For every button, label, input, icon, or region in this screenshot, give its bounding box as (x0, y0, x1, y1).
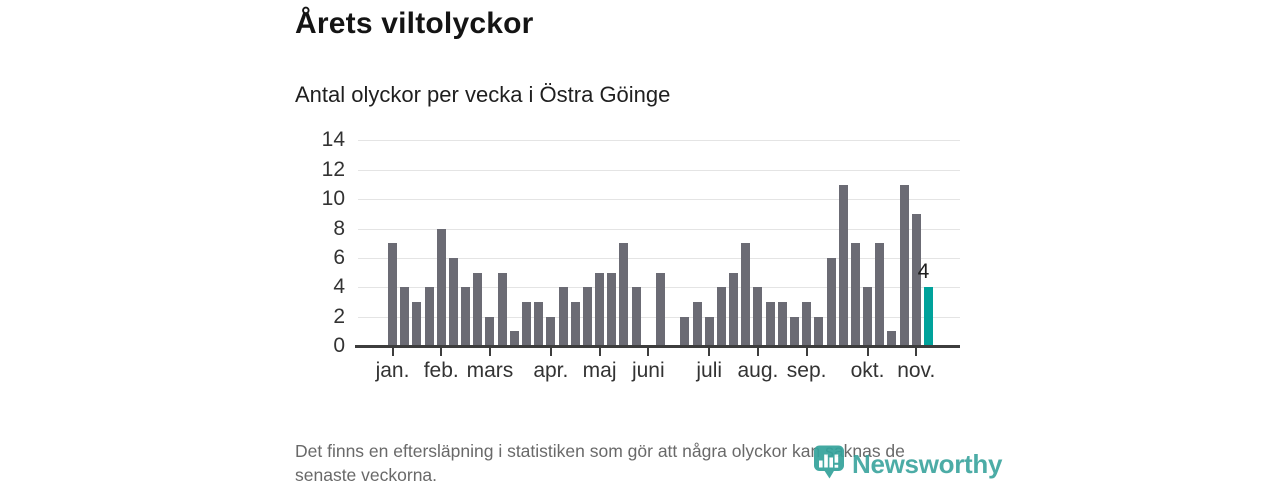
y-axis-label-4: 4 (285, 275, 345, 299)
bar-week-6 (449, 258, 458, 346)
x-axis-label-juni: juni (616, 359, 680, 383)
bar-week-32 (766, 302, 775, 346)
bar-week-37 (827, 258, 836, 346)
bar-week-26 (693, 302, 702, 346)
bar-week-17 (583, 287, 592, 346)
newsworthy-bubble-chart-icon (813, 444, 846, 485)
bar-week-33 (778, 302, 787, 346)
x-axis-label-mars: mars (458, 359, 522, 383)
bar-week-20 (619, 243, 628, 346)
bar-week-29 (729, 273, 738, 346)
x-tick-nov. (915, 348, 917, 356)
x-tick-juli (708, 348, 710, 356)
last-bar-value-label: 4 (912, 260, 934, 284)
bar-week-30 (741, 243, 750, 346)
bar-week-12 (522, 302, 531, 346)
x-tick-okt. (867, 348, 869, 356)
x-tick-maj (599, 348, 601, 356)
y-axis-label-12: 12 (285, 158, 345, 182)
bar-week-31 (753, 287, 762, 346)
bar-week-7 (461, 287, 470, 346)
bar-week-4 (425, 287, 434, 346)
bar-week-38 (839, 185, 848, 346)
bar-week-40 (863, 287, 872, 346)
bar-week-13 (534, 302, 543, 346)
bar-week-45 (924, 287, 933, 346)
x-tick-sep. (806, 348, 808, 356)
bar-week-14 (546, 317, 555, 346)
gridline-y-8 (358, 229, 960, 230)
x-tick-juni (647, 348, 649, 356)
x-axis-label-nov.: nov. (884, 359, 948, 383)
y-axis-label-8: 8 (285, 217, 345, 241)
bar-week-21 (632, 287, 641, 346)
x-axis-label-sep.: sep. (775, 359, 839, 383)
bar-week-28 (717, 287, 726, 346)
x-axis-line (355, 345, 960, 348)
y-axis-label-2: 2 (285, 305, 345, 329)
bar-week-25 (680, 317, 689, 346)
bar-week-27 (705, 317, 714, 346)
newsworthy-logo: Newsworthy (813, 444, 1002, 480)
y-axis-label-10: 10 (285, 187, 345, 211)
bar-week-2 (400, 287, 409, 346)
bar-week-43 (900, 185, 909, 346)
bar-week-10 (498, 273, 507, 346)
bar-week-9 (485, 317, 494, 346)
gridline-y-10 (358, 199, 960, 200)
bar-week-1 (388, 243, 397, 346)
bar-week-5 (437, 229, 446, 346)
bar-week-39 (851, 243, 860, 346)
bar-week-11 (510, 331, 519, 346)
gridline-y-14 (358, 140, 960, 141)
bar-week-3 (412, 302, 421, 346)
x-tick-jan. (392, 348, 394, 356)
bar-week-36 (814, 317, 823, 346)
bar-week-19 (607, 273, 616, 346)
y-axis-label-14: 14 (285, 128, 345, 152)
bar-week-35 (802, 302, 811, 346)
bar-week-16 (571, 302, 580, 346)
bar-week-41 (875, 243, 884, 346)
bar-week-8 (473, 273, 482, 346)
newsworthy-wordmark: Newsworthy (852, 449, 1002, 480)
y-axis-label-0: 0 (285, 334, 345, 358)
bar-week-18 (595, 273, 604, 346)
bar-week-34 (790, 317, 799, 346)
gridline-y-12 (358, 170, 960, 171)
x-tick-apr. (550, 348, 552, 356)
x-tick-aug. (757, 348, 759, 356)
x-tick-feb. (440, 348, 442, 356)
bar-week-23 (656, 273, 665, 346)
bar-week-42 (887, 331, 896, 346)
bar-week-15 (559, 287, 568, 346)
y-axis-label-6: 6 (285, 246, 345, 270)
x-tick-mars (489, 348, 491, 356)
